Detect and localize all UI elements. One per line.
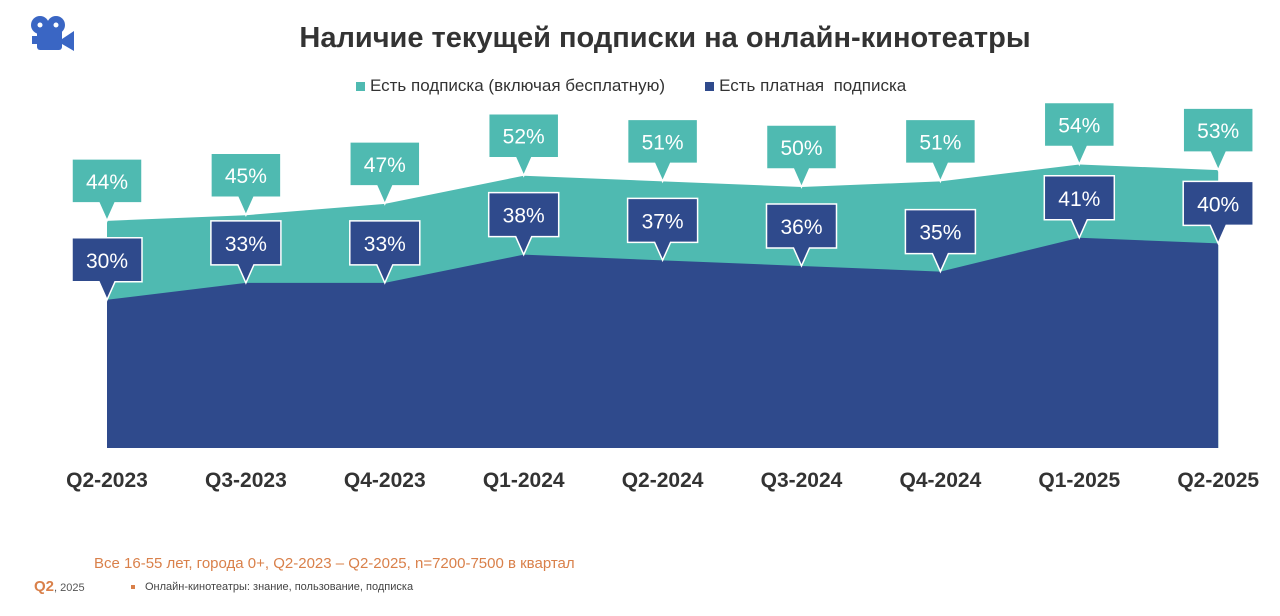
data-label: 33% (225, 233, 267, 256)
source-note: Онлайн-кинотеатры: знание, пользование, … (131, 581, 413, 593)
x-tick-label: Q4-2024 (900, 469, 982, 492)
data-callout (904, 118, 977, 184)
data-callout (1182, 107, 1254, 172)
x-tick-label: Q2-2025 (1177, 469, 1259, 492)
data-label: 36% (780, 216, 822, 239)
data-callout (1043, 101, 1116, 167)
data-label: 44% (86, 171, 128, 194)
data-label: 38% (503, 205, 545, 228)
data-label: 30% (86, 250, 128, 273)
data-callout (1182, 180, 1254, 246)
legend-item-any: Есть подписка (включая бесплатную) (356, 76, 665, 96)
x-tick-label: Q2-2023 (66, 469, 148, 492)
area-series-1 (107, 237, 1219, 448)
data-label: 33% (364, 233, 406, 256)
data-label: 53% (1197, 120, 1239, 143)
data-label: 40% (1197, 193, 1239, 216)
data-callout (765, 203, 838, 268)
data-label: 51% (919, 131, 961, 154)
x-tick-label: Q1-2024 (483, 469, 565, 492)
data-callout (210, 152, 282, 218)
data-label: 45% (225, 165, 267, 188)
legend: Есть подписка (включая бесплатную) Есть … (356, 76, 906, 96)
x-tick-label: Q3-2023 (205, 469, 287, 492)
data-callout (71, 158, 143, 223)
data-label: 37% (642, 210, 684, 233)
data-callout (210, 220, 282, 285)
data-callout (904, 208, 977, 274)
data-label: 47% (364, 154, 406, 177)
wave-label: Q2, 2025 (34, 578, 85, 595)
data-callout (349, 220, 421, 285)
data-label: 51% (642, 131, 684, 154)
data-label: 41% (1058, 188, 1100, 211)
data-callout (1043, 175, 1116, 240)
data-callout (349, 141, 421, 206)
data-label: 54% (1058, 114, 1100, 137)
data-callout (487, 112, 560, 178)
x-tick-label: Q2-2024 (622, 469, 704, 492)
data-callout (487, 191, 560, 257)
data-callout (626, 118, 699, 184)
x-tick-label: Q4-2023 (344, 469, 426, 492)
chart-title: Наличие текущей подписки на онлайн-кинот… (299, 22, 1031, 54)
data-label: 35% (919, 222, 961, 245)
area-chart: 44% 45% 47% 52% 51% 50% 51% 54% 53% 30% 33% 33% 38% 3… (66, 101, 1259, 492)
sample-note: Все 16-55 лет, города 0+, Q2-2023 – Q2-2… (94, 555, 575, 572)
data-callout (626, 197, 699, 263)
data-label: 50% (780, 137, 822, 160)
x-tick-label: Q1-2025 (1038, 469, 1120, 492)
x-tick-label: Q3-2024 (761, 469, 843, 492)
data-label: 52% (503, 126, 545, 149)
movie-camera-icon (31, 16, 74, 51)
data-callout (765, 124, 838, 189)
legend-item-paid: Есть платная подписка (705, 76, 906, 96)
data-callout (71, 237, 143, 302)
